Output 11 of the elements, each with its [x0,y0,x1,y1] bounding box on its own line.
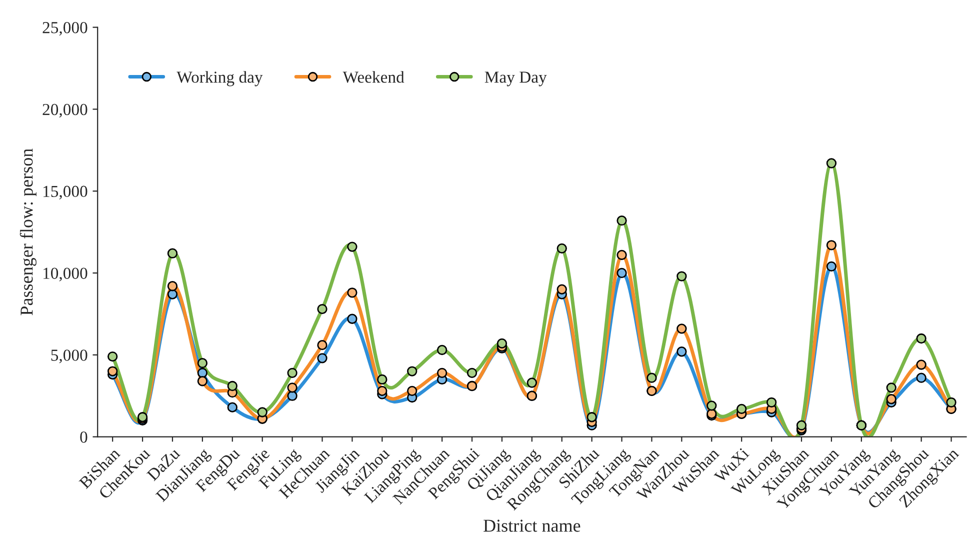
legend-label: May Day [484,72,547,86]
legend-label: Weekend [342,71,404,83]
y-axis-title: Passenger flow: person [20,148,36,316]
y-tick-label: 0 [80,432,88,443]
y-tick-label: 15,000 [44,186,88,200]
y-tick-label: 10,000 [44,268,88,282]
y-tick-label: 5,000 [51,350,88,364]
x-axis-title: District name [484,520,580,532]
legend-label: Working day [176,71,263,86]
y-tick-label: 25,000 [42,22,88,36]
y-tick-label: 20,000 [42,104,88,118]
